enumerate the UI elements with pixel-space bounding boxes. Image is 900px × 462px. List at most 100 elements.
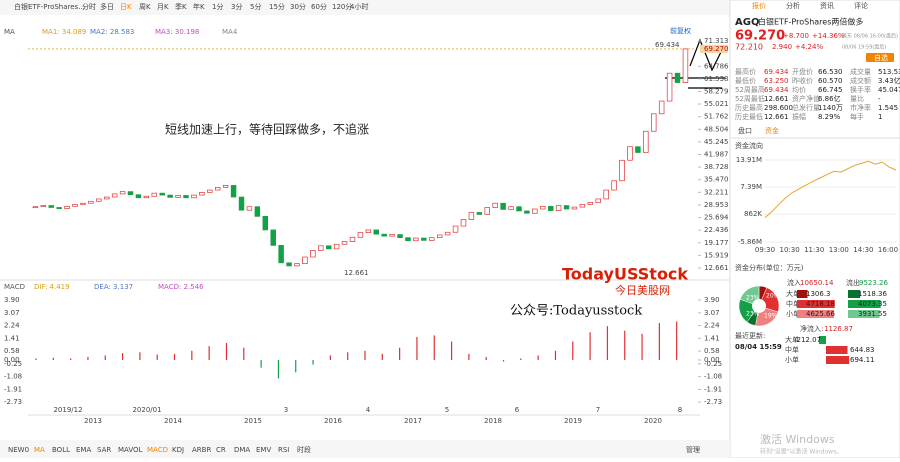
panel-tab[interactable]: 分析	[786, 1, 800, 10]
panel-tab[interactable]: 资讯	[820, 1, 834, 10]
after-pct: +4.24%	[795, 43, 823, 51]
stat-label: 最低价	[735, 76, 756, 85]
candle	[294, 263, 300, 267]
code: AGQ	[735, 17, 759, 28]
year-label: 2020	[644, 417, 662, 425]
ma-legend: MA1: 34.089	[42, 28, 86, 36]
indicator-tab[interactable]: ARBR	[192, 446, 211, 454]
candle	[341, 241, 348, 245]
candle	[159, 192, 165, 196]
candle	[103, 196, 110, 200]
period-tab[interactable]: 5分	[250, 2, 261, 11]
x-tick-label: 2019/12	[53, 406, 82, 414]
indicator-tab[interactable]: CR	[216, 446, 226, 454]
symbol-selector[interactable]: 白银ETF-ProShares...	[14, 2, 85, 11]
annotation: 短线加速上行，等待回踩做多，不追涨	[165, 122, 369, 137]
candle	[373, 229, 379, 235]
inflow-value: 4625.66	[806, 310, 835, 318]
high-label: 69.434	[655, 41, 680, 49]
candle	[563, 205, 570, 210]
stat-value: 3.43亿	[878, 76, 900, 85]
x-tick-label: 09:30	[755, 246, 775, 254]
candle	[318, 245, 324, 251]
y-tick-label: 45.245	[704, 138, 729, 146]
pie-label: 23%	[746, 311, 760, 318]
pie-label: 20%	[766, 293, 780, 300]
candle	[452, 225, 459, 233]
panel-tab[interactable]: 评论	[854, 1, 868, 10]
y-tick-label: 3.07	[4, 309, 20, 317]
indicator-tab[interactable]: 时段	[297, 445, 311, 454]
y-tick-label: -1.08	[704, 373, 722, 381]
manage-button[interactable]: 管理	[686, 445, 700, 454]
indicator-tab[interactable]: MACD	[147, 446, 168, 454]
row-label: 大单	[786, 289, 800, 298]
period-tab[interactable]: 季K	[175, 2, 187, 11]
indicator-tab[interactable]: EMA	[76, 446, 91, 454]
indicator-tab[interactable]: BOLL	[52, 446, 70, 454]
sub-tab[interactable]: 盘口	[738, 126, 752, 135]
candle	[302, 256, 308, 264]
candle	[119, 191, 126, 195]
candle	[658, 100, 665, 115]
period-tab[interactable]: 4小时	[350, 2, 368, 11]
candle	[603, 189, 609, 200]
candle	[191, 194, 197, 199]
sub-tab[interactable]: 资金	[765, 126, 779, 135]
indicator-tab[interactable]: KDJ	[172, 446, 184, 454]
y-tick-label: 22.436	[704, 226, 729, 234]
period-tab[interactable]: 15分	[269, 2, 285, 11]
period-tab[interactable]: 3分	[231, 2, 242, 11]
stat-label: 总发行量	[792, 103, 820, 112]
brand: TodayUSStock	[562, 265, 688, 284]
period-tab[interactable]: 多日	[100, 2, 114, 11]
y-tick-label: 25.694	[704, 214, 729, 222]
year-label: 2014	[164, 417, 182, 425]
candle	[135, 194, 142, 199]
period-tab[interactable]: 30分	[290, 2, 306, 11]
windows-notice: 激活 Windows	[760, 432, 835, 446]
candle	[547, 205, 554, 211]
panel-tab[interactable]: 报价	[752, 1, 766, 10]
indicator-tab[interactable]: EMV	[256, 446, 271, 454]
period-tab[interactable]: 日K	[120, 3, 132, 11]
period-tab[interactable]: 年K	[193, 2, 205, 11]
year-label: 2019	[564, 417, 582, 425]
period-tab[interactable]: 分时	[82, 2, 96, 11]
x-tick-label: 3	[284, 406, 288, 414]
quote-panel	[729, 0, 900, 459]
outflow-bar	[848, 290, 861, 298]
dist-title: 资金分布(单位：万元)	[735, 263, 804, 272]
indicator-tab[interactable]: RSI	[278, 446, 289, 454]
stat-label: 均价	[792, 85, 806, 94]
candle	[230, 185, 237, 198]
net-value: -212.07	[794, 336, 821, 344]
candle	[468, 212, 475, 220]
candle	[88, 200, 94, 204]
watch-button[interactable]	[866, 53, 894, 62]
period-tab[interactable]: 1分	[212, 2, 223, 11]
stat-label: 振幅	[792, 112, 806, 121]
y-tick-label: 0.00	[704, 356, 720, 364]
y-tick-label: 61.538	[704, 75, 729, 83]
wechat: 公众号:Todayusstock	[510, 304, 642, 319]
indicator-tab[interactable]: MAVOL	[118, 446, 143, 454]
indicator-tab[interactable]: SAR	[97, 446, 111, 454]
period-tab[interactable]: 周K	[139, 3, 151, 11]
indicator-tab[interactable]: DMA	[234, 446, 250, 454]
stat-label: 量比	[850, 94, 864, 103]
period-tab[interactable]: 月K	[157, 3, 169, 11]
outflow-bar	[848, 310, 880, 318]
indicator-tab[interactable]: NEW0	[8, 446, 29, 454]
period-tab[interactable]: 60分	[311, 2, 327, 11]
candle	[595, 198, 601, 203]
y-tick-label: 64.786	[704, 62, 729, 70]
period-tab[interactable]: 120分	[332, 2, 352, 11]
candle	[286, 262, 292, 267]
year-label: 2013	[84, 417, 102, 425]
x-tick-label: 2020/01	[132, 406, 161, 414]
indicator-tab[interactable]: MA	[34, 446, 45, 454]
y-tick-label: 19.177	[704, 239, 729, 247]
stat-value: 8.29%	[818, 113, 841, 121]
candle	[413, 237, 419, 242]
